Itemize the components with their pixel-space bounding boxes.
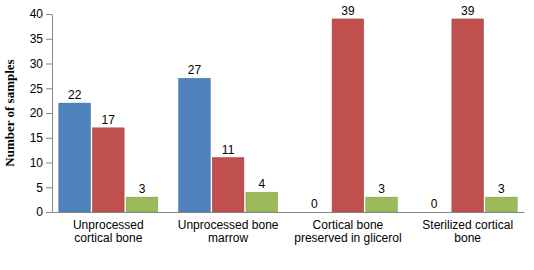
y-tick-mark [46, 163, 52, 164]
y-tick-label: 30 [30, 57, 44, 71]
x-tick-label: Sterilized corticalbone [422, 218, 513, 246]
y-axis-title: Number of samples [2, 59, 17, 166]
bars [59, 19, 517, 212]
y-tick-label: 40 [30, 7, 44, 21]
x-tick: Cortical bonepreserved in glicerol [294, 212, 401, 245]
y-tick-mark [46, 64, 52, 65]
x-tick: Unprocessed bonemarrow [178, 212, 279, 245]
y-tick-label: 5 [36, 181, 43, 195]
y-tick-label: 10 [30, 156, 44, 170]
x-tick-label: Unprocessedcortical bone [73, 218, 144, 246]
bar [126, 197, 158, 212]
data-label: 39 [341, 4, 355, 18]
data-label: 0 [431, 197, 438, 211]
data-label: 4 [258, 177, 265, 191]
bar [246, 192, 278, 212]
data-label: 22 [68, 88, 82, 102]
bar [486, 197, 518, 212]
y-tick: 30 [30, 57, 52, 71]
data-label: 17 [102, 113, 116, 127]
bar [59, 103, 91, 212]
plot: 0510152025303540Unprocessedcortical bone… [30, 4, 525, 245]
data-label: 39 [461, 4, 475, 18]
y-tick: 15 [30, 131, 52, 145]
y-tick: 40 [30, 7, 52, 21]
y-tick-mark [46, 138, 52, 139]
y-tick: 20 [30, 106, 52, 120]
x-axis-line [53, 212, 525, 213]
data-label: 3 [378, 182, 385, 196]
x-tick: Unprocessedcortical bone [73, 212, 144, 245]
data-label: 0 [311, 197, 318, 211]
bar [418, 212, 450, 213]
bar [179, 78, 211, 212]
x-tick-label: Unprocessed bonemarrow [178, 218, 279, 246]
y-tick-mark [46, 113, 52, 114]
y-tick-mark [46, 187, 52, 188]
y-tick: 35 [30, 32, 52, 46]
y-tick: 5 [36, 181, 52, 195]
data-label: 11 [222, 143, 235, 157]
chart: 0510152025303540Unprocessedcortical bone… [0, 0, 534, 270]
y-tick-label: 20 [30, 106, 44, 120]
x-tick-label: Cortical bonepreserved in glicerol [294, 218, 401, 246]
bar [332, 19, 364, 212]
y-tick-label: 0 [36, 205, 43, 219]
bar [452, 19, 484, 212]
data-labels: 22 27 0 0 17 11 39 39 3 4 3 3 [68, 4, 505, 211]
data-label: 27 [188, 63, 202, 77]
bar [92, 128, 124, 212]
y-tick-label: 25 [30, 82, 44, 96]
y-tick-mark [46, 88, 52, 89]
y-axis-line [52, 15, 53, 213]
y-tick-mark [46, 39, 52, 40]
bar [212, 158, 244, 212]
y-tick: 10 [30, 156, 52, 170]
y-tick-label: 15 [30, 131, 44, 145]
data-label: 3 [139, 182, 146, 196]
y-axis: 0 5 10 15 20 25 30 35 40 [30, 7, 53, 219]
y-tick-mark [46, 212, 52, 213]
x-axis: Unprocessedcortical bone Unprocessed bone… [53, 212, 525, 245]
bar [298, 212, 330, 213]
x-tick: Sterilized corticalbone [422, 212, 513, 245]
y-tick: 25 [30, 82, 52, 96]
y-tick-label: 35 [30, 32, 44, 46]
data-label: 3 [498, 182, 505, 196]
bar [366, 197, 398, 212]
y-tick-mark [46, 14, 52, 15]
y-tick: 0 [36, 205, 52, 219]
